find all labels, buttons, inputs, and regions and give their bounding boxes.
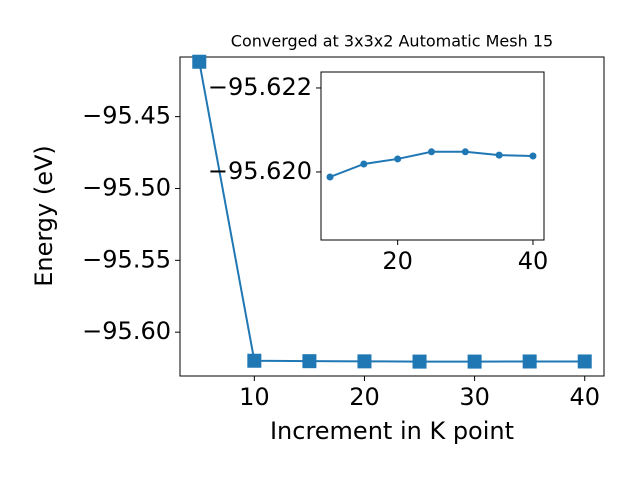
marker [467,354,482,369]
marker [247,353,262,368]
line [198,61,585,363]
x-tick-label: 40 [518,247,549,275]
marker [461,148,469,156]
marker [357,354,372,369]
marker [394,155,402,163]
x-tick-label: 10 [239,383,270,411]
x-tick-label: 30 [459,383,490,411]
marker [412,354,427,369]
y-tick-label: −95.622 [208,73,312,101]
y-tick-label: −95.45 [82,102,171,130]
marker [427,148,435,156]
marker [326,173,334,181]
marker [302,354,317,369]
y-tick-label: −95.620 [208,157,312,185]
x-tick-label: 20 [349,383,380,411]
x-tick-label: 40 [569,383,600,411]
marker [522,354,537,369]
marker [360,160,368,168]
chart-title: Converged at 3x3x2 Automatic Mesh 15 [231,32,553,51]
marker [495,151,503,159]
y-tick-label: −95.55 [82,245,171,273]
marker [192,54,207,69]
x-tick-label: 20 [382,247,413,275]
marker [577,354,592,369]
y-axis-label: Energy (eV) [30,145,58,287]
x-axis-label: Increment in K point [270,417,514,445]
y-tick-label: −95.50 [82,173,171,201]
y-tick-label: −95.60 [82,317,171,345]
marker [529,152,537,160]
